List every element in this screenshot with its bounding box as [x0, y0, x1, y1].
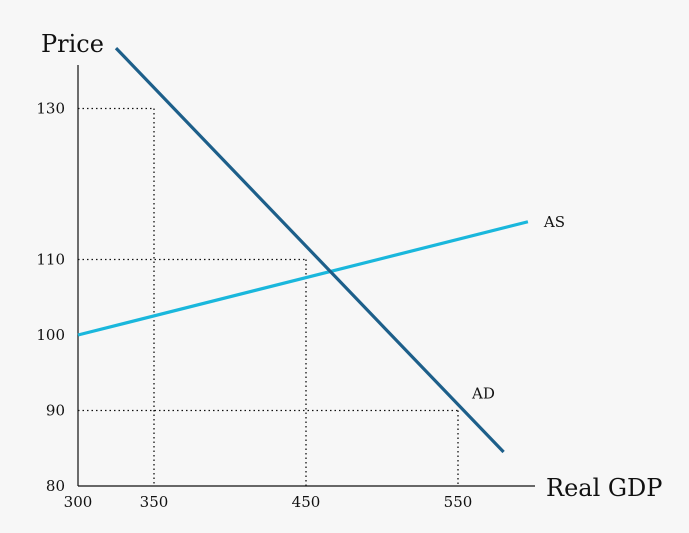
y-axis-title: Price: [41, 30, 104, 58]
x-tick-label-300: 300: [64, 493, 93, 511]
series-line-ad: [114, 46, 505, 454]
y-tick-label-100: 100: [36, 326, 65, 344]
series-label-as: AS: [543, 213, 565, 231]
x-tick-label-350: 350: [140, 493, 169, 511]
y-tick-label-130: 130: [36, 100, 65, 118]
series-line-as: [77, 220, 529, 337]
x-tick-label-550: 550: [444, 493, 473, 511]
y-tick-label-110: 110: [36, 251, 65, 269]
y-tick-label-90: 90: [46, 402, 65, 420]
series-group: AS AD: [77, 46, 565, 454]
axes-group: [77, 65, 535, 487]
tick-labels-group: 80 90 100 110 130 300 350 450 550: [36, 100, 472, 512]
guide-lines-group: [78, 107, 459, 486]
series-label-ad: AD: [471, 385, 495, 403]
y-tick-label-80: 80: [46, 477, 65, 495]
x-axis-title: Real GDP: [546, 474, 662, 502]
x-tick-label-450: 450: [292, 493, 321, 511]
